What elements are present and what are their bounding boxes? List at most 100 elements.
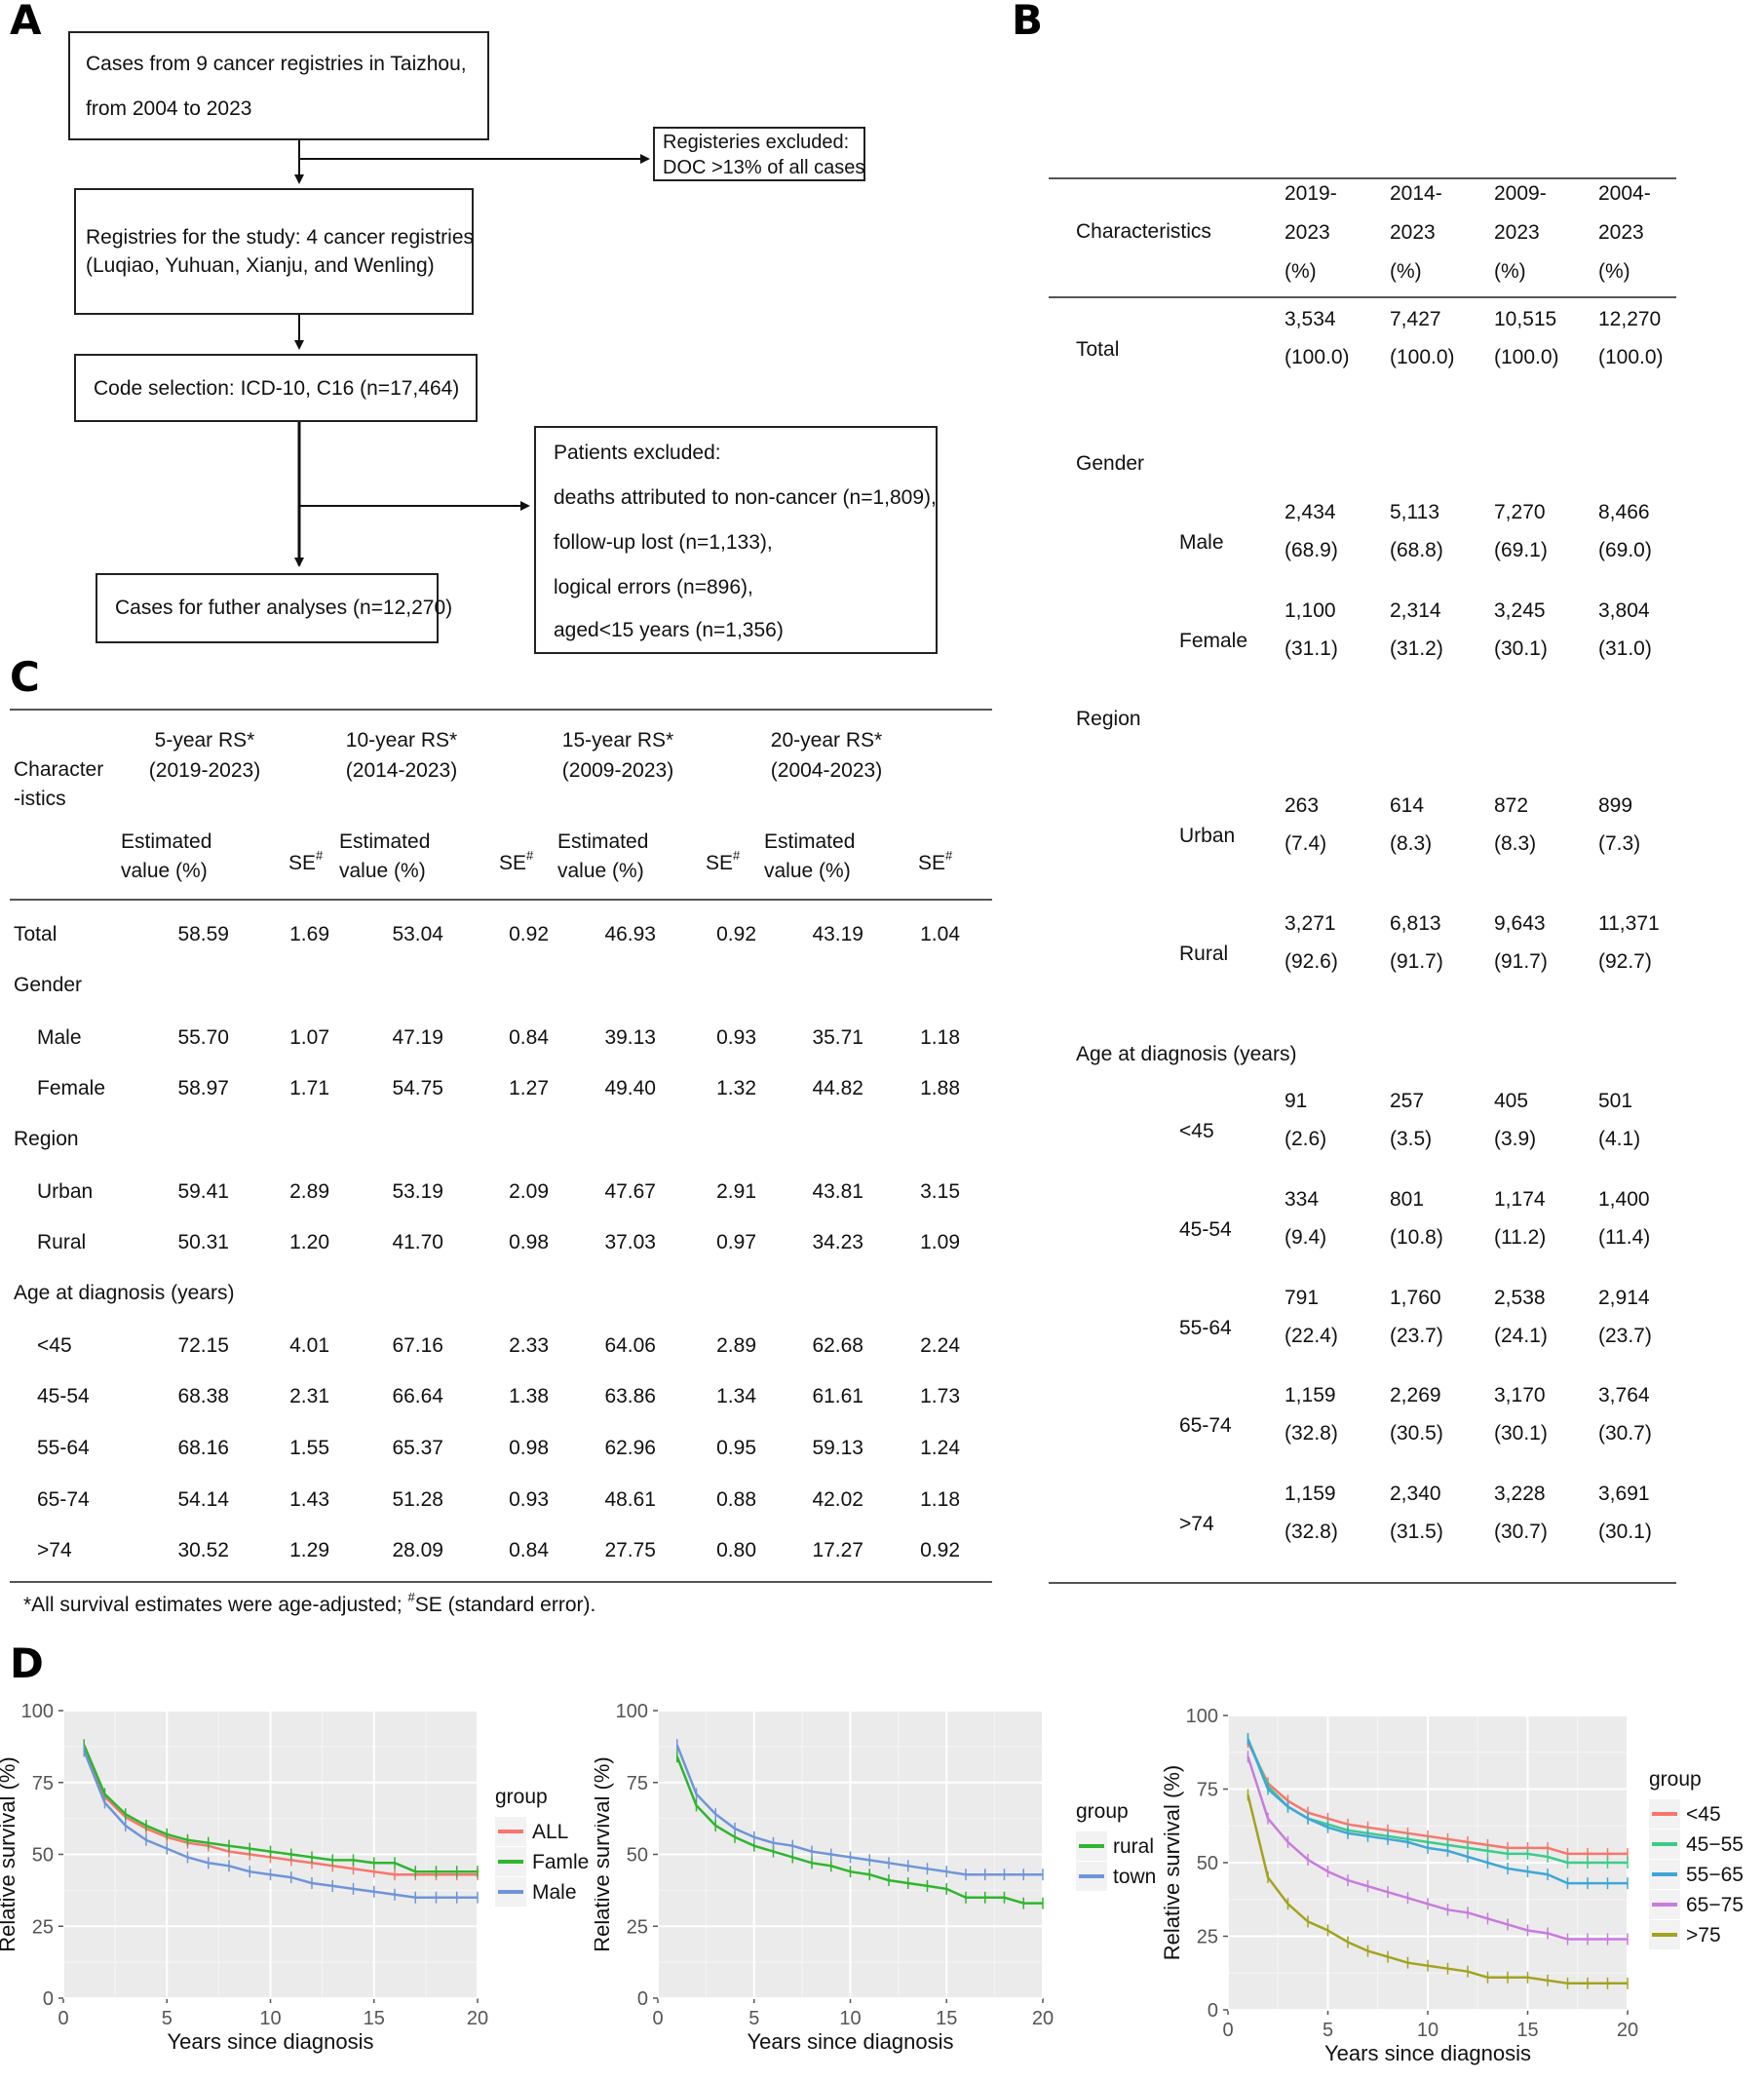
- table-cell: 791: [1285, 1287, 1320, 1309]
- y-tick-label: 50: [32, 1845, 54, 1867]
- survival-chart-region: 0 5 10 15 20 0 25 50 75 100 Years since diagnosis R…: [594, 1701, 1156, 2054]
- table-cell: (2.6): [1285, 1128, 1327, 1150]
- table-cell: 263: [1285, 794, 1320, 817]
- series-line: [83, 1747, 478, 1876]
- flow-box-excluded-registries: Registeries excluded: DOC >13% of all ca…: [653, 127, 865, 181]
- table-cell: 41.70: [392, 1231, 443, 1253]
- table-b-header-rule: [1049, 296, 1676, 298]
- table-cell: 2,914: [1598, 1287, 1650, 1309]
- table-cell: 43.81: [812, 1180, 863, 1203]
- table-cell: 0.80: [716, 1539, 756, 1561]
- legend-title: group: [495, 1786, 548, 1808]
- y-axis-title: Relative survival (%): [0, 1756, 19, 1952]
- table-cell: 9,643: [1494, 912, 1546, 935]
- table-cell: 1.69: [289, 923, 329, 945]
- x-tick-label: 15: [936, 2008, 957, 2029]
- column-header: Estimated: [764, 830, 856, 853]
- table-cell: 0.98: [509, 1437, 549, 1459]
- table-cell: 2.24: [920, 1334, 960, 1357]
- x-axis-title: Years since diagnosis: [168, 2029, 374, 2054]
- column-header: Characteristics: [1076, 220, 1211, 243]
- y-tick-label: 75: [1197, 1780, 1218, 1801]
- flow-box-final-cases: Cases for futher analyses (n=12,270): [96, 573, 452, 643]
- table-cell: 58.97: [177, 1077, 229, 1099]
- flow-text: Patients excluded:: [554, 442, 721, 464]
- x-tick-label: 5: [748, 2008, 759, 2029]
- row-label: <45: [37, 1334, 72, 1357]
- table-cell: 1,159: [1285, 1483, 1336, 1505]
- table-cell: 68.38: [177, 1385, 229, 1407]
- row-label: 55-64: [37, 1437, 90, 1459]
- table-cell: 10,515: [1494, 308, 1557, 330]
- column-header: (2004-2023): [770, 759, 883, 782]
- y-tick-label: 25: [32, 1916, 54, 1938]
- table-cell: 37.03: [604, 1231, 656, 1253]
- table-cell: 3,228: [1494, 1483, 1546, 1505]
- table-cell: 34.23: [812, 1231, 863, 1253]
- table-cell: 614: [1390, 794, 1425, 817]
- table-cell: (32.8): [1285, 1422, 1338, 1445]
- legend-title: group: [1076, 1800, 1129, 1823]
- table-cell: 3,691: [1598, 1483, 1650, 1505]
- table-cell: 1.09: [920, 1231, 960, 1253]
- table-cell: 1.04: [920, 923, 960, 945]
- column-header: 2023: [1390, 221, 1436, 244]
- table-cell: (68.8): [1390, 539, 1443, 561]
- flow-text: logical errors (n=896),: [554, 576, 753, 598]
- y-tick-label: 50: [1197, 1853, 1218, 1874]
- table-cell: 2.09: [509, 1180, 549, 1203]
- table-cell: 3,764: [1598, 1384, 1650, 1407]
- table-cell: 1.43: [289, 1488, 329, 1511]
- table-cell: 1.18: [920, 1488, 960, 1511]
- table-cell: 54.75: [392, 1077, 443, 1099]
- column-header: 2004-: [1598, 182, 1651, 205]
- row-label: 65-74: [37, 1488, 90, 1511]
- row-label: 45-54: [1179, 1218, 1232, 1241]
- table-cell: 1.32: [716, 1077, 756, 1099]
- row-label: >74: [1179, 1513, 1214, 1535]
- y-tick-label: 75: [32, 1773, 54, 1794]
- table-cell: 0.88: [716, 1488, 756, 1511]
- series-line: [675, 1744, 1043, 1876]
- series-line: [83, 1750, 478, 1900]
- table-cell: 49.40: [604, 1077, 656, 1099]
- table-cell: (69.0): [1598, 539, 1652, 561]
- row-label: Urban: [37, 1180, 94, 1203]
- column-header: (2019-2023): [148, 759, 261, 782]
- column-header: 10-year RS*: [345, 729, 458, 751]
- table-cell: 1.24: [920, 1437, 960, 1459]
- table-cell: 62.96: [604, 1437, 656, 1459]
- table-cell: 1,100: [1285, 599, 1336, 622]
- table-cell: 46.93: [604, 923, 656, 945]
- table-cell: (9.4): [1285, 1226, 1327, 1249]
- y-tick-label: 25: [627, 1916, 648, 1938]
- row-label: Age at diagnosis (years): [1076, 1043, 1297, 1065]
- table-cell: (4.1): [1598, 1128, 1641, 1150]
- table-cell: 1.27: [509, 1077, 549, 1099]
- legend-title: group: [1649, 1768, 1702, 1791]
- table-cell: 2,538: [1494, 1287, 1546, 1309]
- row-label: Rural: [37, 1231, 87, 1253]
- x-tick-label: 10: [1417, 2020, 1438, 2041]
- x-axis-title: Years since diagnosis: [1324, 2041, 1531, 2065]
- row-label: Total: [1076, 338, 1120, 361]
- flow-box-registries: Cases from 9 cancer registries in Taizho…: [68, 31, 489, 140]
- table-cell: 4.01: [289, 1334, 329, 1357]
- se-label: SE: [288, 852, 317, 874]
- x-tick-label: 0: [58, 2008, 68, 2029]
- x-tick-label: 15: [364, 2008, 385, 2029]
- table-cell: (31.0): [1598, 637, 1652, 660]
- table-cell: 7,427: [1390, 308, 1441, 330]
- table-cell: 2,340: [1390, 1483, 1441, 1505]
- table-cell: 72.15: [177, 1334, 229, 1357]
- column-header: 15-year RS*: [561, 729, 674, 751]
- table-cell: 1.20: [289, 1231, 329, 1253]
- column-header: SE#: [499, 848, 533, 875]
- series-line: [675, 1755, 1043, 1905]
- row-label: Total: [14, 923, 58, 945]
- row-label: Rural: [1179, 943, 1229, 965]
- column-header: (%): [1285, 260, 1317, 283]
- table-cell: (10.8): [1390, 1226, 1443, 1249]
- x-tick-label: 15: [1516, 2020, 1538, 2041]
- table-cell: 1.88: [920, 1077, 960, 1099]
